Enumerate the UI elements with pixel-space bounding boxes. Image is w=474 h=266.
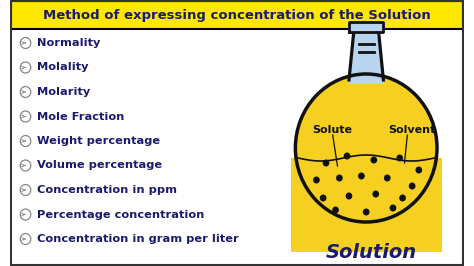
Text: Percentage concentration: Percentage concentration: [37, 210, 204, 219]
Circle shape: [336, 174, 343, 181]
Text: Concentration in gram per liter: Concentration in gram per liter: [37, 234, 239, 244]
Polygon shape: [295, 74, 437, 158]
Text: Volume percentage: Volume percentage: [37, 160, 162, 171]
Text: Solvent: Solvent: [389, 125, 436, 135]
Polygon shape: [349, 22, 383, 32]
Circle shape: [346, 193, 352, 200]
Circle shape: [371, 156, 377, 164]
Text: Solute: Solute: [313, 125, 353, 135]
Ellipse shape: [295, 74, 437, 222]
Circle shape: [323, 160, 329, 167]
Circle shape: [396, 155, 403, 161]
Circle shape: [416, 167, 422, 173]
Circle shape: [313, 177, 320, 184]
Text: Mole Fraction: Mole Fraction: [37, 111, 124, 122]
Polygon shape: [349, 32, 383, 80]
Text: Molarity: Molarity: [37, 87, 90, 97]
FancyBboxPatch shape: [349, 78, 383, 84]
Circle shape: [399, 194, 406, 202]
Circle shape: [320, 194, 327, 202]
Circle shape: [358, 172, 365, 180]
Circle shape: [390, 205, 396, 211]
Circle shape: [409, 182, 416, 189]
Circle shape: [363, 209, 370, 215]
Circle shape: [384, 174, 391, 181]
Text: Weight percentage: Weight percentage: [37, 136, 160, 146]
Text: Solution: Solution: [326, 243, 417, 261]
Circle shape: [373, 190, 379, 197]
Text: Concentration in ppm: Concentration in ppm: [37, 185, 177, 195]
Text: Method of expressing concentration of the Solution: Method of expressing concentration of th…: [43, 9, 431, 22]
Circle shape: [332, 206, 339, 214]
Text: Molality: Molality: [37, 63, 89, 73]
FancyBboxPatch shape: [291, 158, 442, 252]
FancyBboxPatch shape: [11, 1, 463, 29]
Circle shape: [344, 152, 350, 160]
Text: Normality: Normality: [37, 38, 100, 48]
